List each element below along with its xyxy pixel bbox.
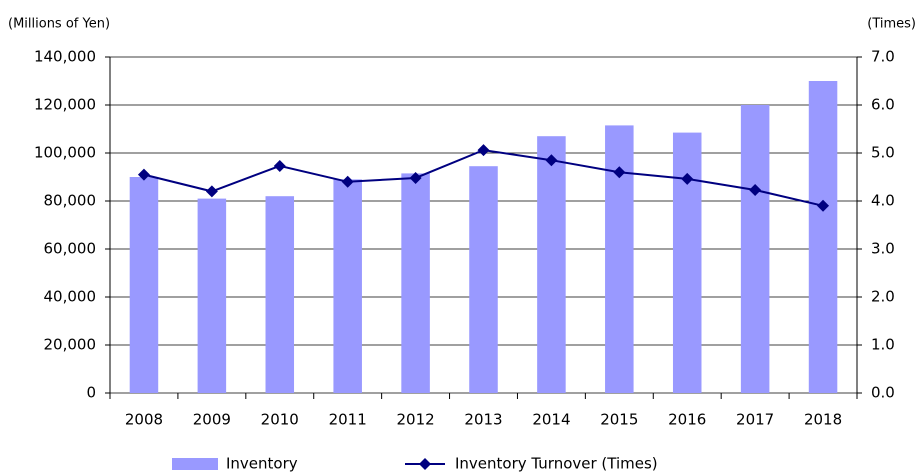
y-tick-label: 120,000 [34,96,96,114]
x-tick-label: 2012 [396,411,434,429]
x-tick-label: 2017 [736,411,774,429]
y-tick-label: 60,000 [44,240,97,258]
y-tick-label: 140,000 [34,48,96,66]
y2-tick-label: 2.0 [871,288,895,306]
line-marker [409,171,422,184]
legend-marker [419,458,431,470]
x-tick-label: 2013 [464,411,502,429]
y-tick-label: 0 [86,384,96,402]
y2-tick-label: 6.0 [871,96,895,114]
line-marker [681,172,694,185]
y-tick-label: 80,000 [44,192,97,210]
y2-tick-label: 5.0 [871,144,895,162]
y-tick-label: 40,000 [44,288,97,306]
x-tick-label: 2010 [261,411,299,429]
bar [401,173,430,393]
y2-tick-label: 0.0 [871,384,895,402]
line-marker [545,154,558,167]
line-marker [613,166,626,179]
x-tick-label: 2018 [804,411,842,429]
x-tick-label: 2014 [532,411,570,429]
bar [129,177,159,393]
y2-tick-label: 4.0 [871,192,895,210]
bar [197,198,227,393]
y-tick-label: 100,000 [34,144,96,162]
legend-label: Inventory [226,455,298,473]
y2-tick-label: 1.0 [871,336,895,354]
legend-swatch [172,458,218,470]
y-axis-label: (Millions of Yen) [8,17,110,32]
bar [740,105,770,393]
x-tick-label: 2009 [193,411,231,429]
x-tick-label: 2016 [668,411,706,429]
y-tick-label: 20,000 [44,336,97,354]
y2-tick-label: 3.0 [871,240,895,258]
line-marker [205,185,218,198]
line-marker [341,175,354,188]
bar [605,125,634,394]
line-marker [817,199,830,212]
x-tick-label: 2011 [329,411,367,429]
bar [808,81,838,393]
x-tick-label: 2008 [125,411,163,429]
line-marker [477,144,490,157]
bar [265,196,295,393]
y2-axis-label: (Times) [867,17,916,32]
bar [672,132,702,393]
y2-tick-label: 7.0 [871,48,895,66]
line-marker [749,183,762,196]
bar [333,179,362,393]
x-tick-label: 2015 [600,411,638,429]
bar [537,136,566,393]
bar [469,166,498,393]
line-marker [273,159,286,172]
legend-label: Inventory Turnover (Times) [455,455,658,473]
line-marker [137,168,150,181]
